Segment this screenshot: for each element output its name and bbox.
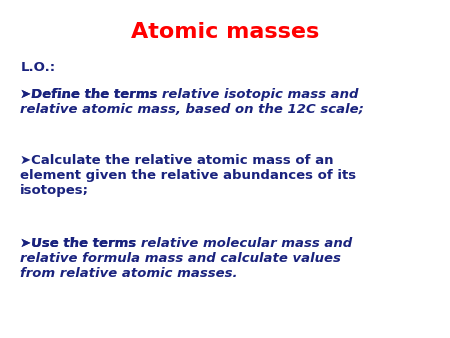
Text: ➤Use the terms relative molecular mass and
relative formula mass and calculate v: ➤Use the terms relative molecular mass a… xyxy=(20,237,352,280)
Text: ➤Define the terms: ➤Define the terms xyxy=(20,88,162,101)
Text: ➤Define the terms relative isotopic mass and
relative atomic mass, based on the : ➤Define the terms relative isotopic mass… xyxy=(20,88,364,116)
Text: L.O.:: L.O.: xyxy=(20,61,55,74)
Text: Atomic masses: Atomic masses xyxy=(131,22,319,42)
Text: ➤Use the terms: ➤Use the terms xyxy=(20,237,141,249)
Text: ➤Calculate the relative atomic mass of an
element given the relative abundances : ➤Calculate the relative atomic mass of a… xyxy=(20,154,356,197)
